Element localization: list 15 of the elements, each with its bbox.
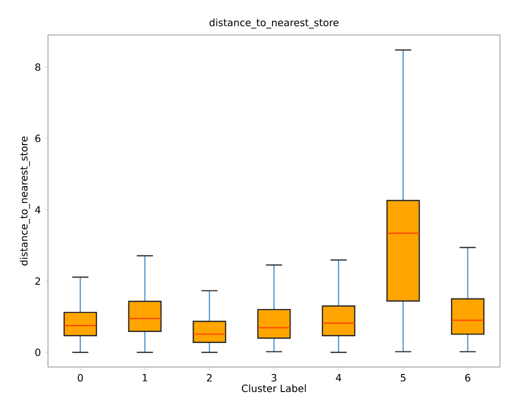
- y-tick-label: 4: [35, 206, 40, 214]
- x-axis-title: Cluster Label: [242, 384, 306, 392]
- x-tick-label: 4: [336, 374, 342, 382]
- y-tick-label: 6: [35, 134, 40, 142]
- y-tick-label: 2: [35, 277, 40, 285]
- y-tick-label: 8: [35, 63, 40, 71]
- x-tick-label: 1: [142, 374, 148, 382]
- x-tick-label: 3: [272, 374, 276, 382]
- x-tick-label: 5: [400, 374, 406, 382]
- y-tick-label: 0: [35, 348, 40, 356]
- chart-title: distance_to_nearest_store: [210, 18, 339, 28]
- y-axis-title: distance_to_nearest_store: [20, 136, 30, 266]
- x-tick-label: 0: [78, 374, 83, 382]
- x-tick-label: 2: [207, 374, 212, 382]
- x-tick-label: 6: [465, 374, 470, 382]
